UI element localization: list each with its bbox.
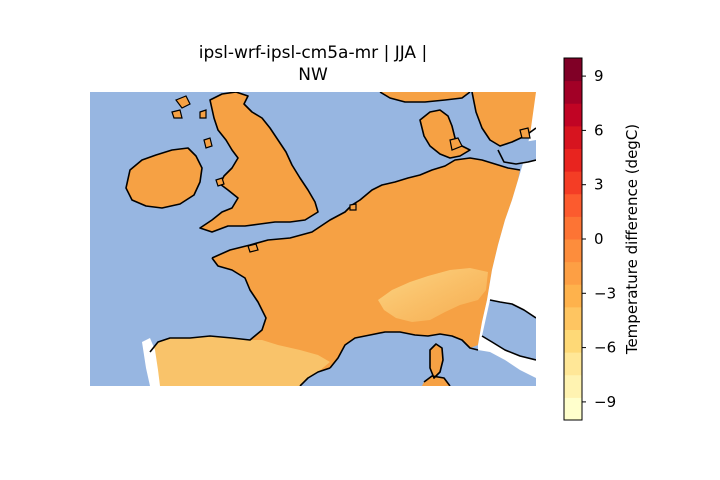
colorbar-segment (564, 171, 582, 195)
colorbar-tick-label: 6 (594, 121, 604, 139)
colorbar-segment (564, 148, 582, 172)
colorbar-segment (564, 261, 582, 285)
ocean-tyrrhenian (478, 350, 536, 386)
ocean-adriatic (482, 300, 536, 360)
colorbar-segment (564, 216, 582, 240)
colorbar-segment (564, 58, 582, 82)
colorbar-tick-label: −9 (594, 393, 616, 411)
land-great-britain (200, 92, 318, 232)
ocean-baltic (498, 140, 536, 164)
outside-domain-west (90, 346, 160, 386)
land-alps (378, 268, 488, 322)
colorbar-tick-label: −3 (594, 284, 616, 302)
colorbar-segment (564, 306, 582, 330)
colorbar-segment (564, 103, 582, 127)
coastlines (125, 92, 536, 386)
land-iberia (150, 336, 330, 386)
colorbar-tick-label: 9 (594, 67, 604, 85)
colorbar-tick-label: 3 (594, 176, 604, 194)
map-title-line-2: NW (298, 65, 328, 85)
colorbar-segment (564, 125, 582, 149)
colorbar-segment (564, 239, 582, 263)
colorbar-segment (564, 397, 582, 421)
map-title: ipsl-wrf-ipsl-cm5a-mr | JJA | NW (90, 42, 536, 86)
map-title-line-1: ipsl-wrf-ipsl-cm5a-mr | JJA | (198, 43, 428, 63)
colorbar-tick-label: −6 (594, 339, 616, 357)
colorbar-segment (564, 284, 582, 308)
outside-domain-sw (142, 338, 160, 386)
colorbar-segment (564, 374, 582, 398)
colorbar-tick-label: 0 (594, 230, 604, 248)
colorbar-segment (564, 80, 582, 104)
colorbar-segments (564, 58, 582, 421)
land-corsica (430, 344, 443, 378)
colorbar-label: Temperature difference (degC) (623, 124, 641, 355)
small-islands (171, 95, 531, 253)
land-continent (150, 158, 520, 386)
colorbar-segment (564, 329, 582, 353)
land-scandinavia (472, 92, 536, 146)
colorbar-ticks: 9 6 3 0 −3 −6 −9 (582, 67, 616, 411)
land-ireland (126, 148, 202, 208)
colorbar-segment (564, 193, 582, 217)
colorbar-segment (564, 352, 582, 376)
